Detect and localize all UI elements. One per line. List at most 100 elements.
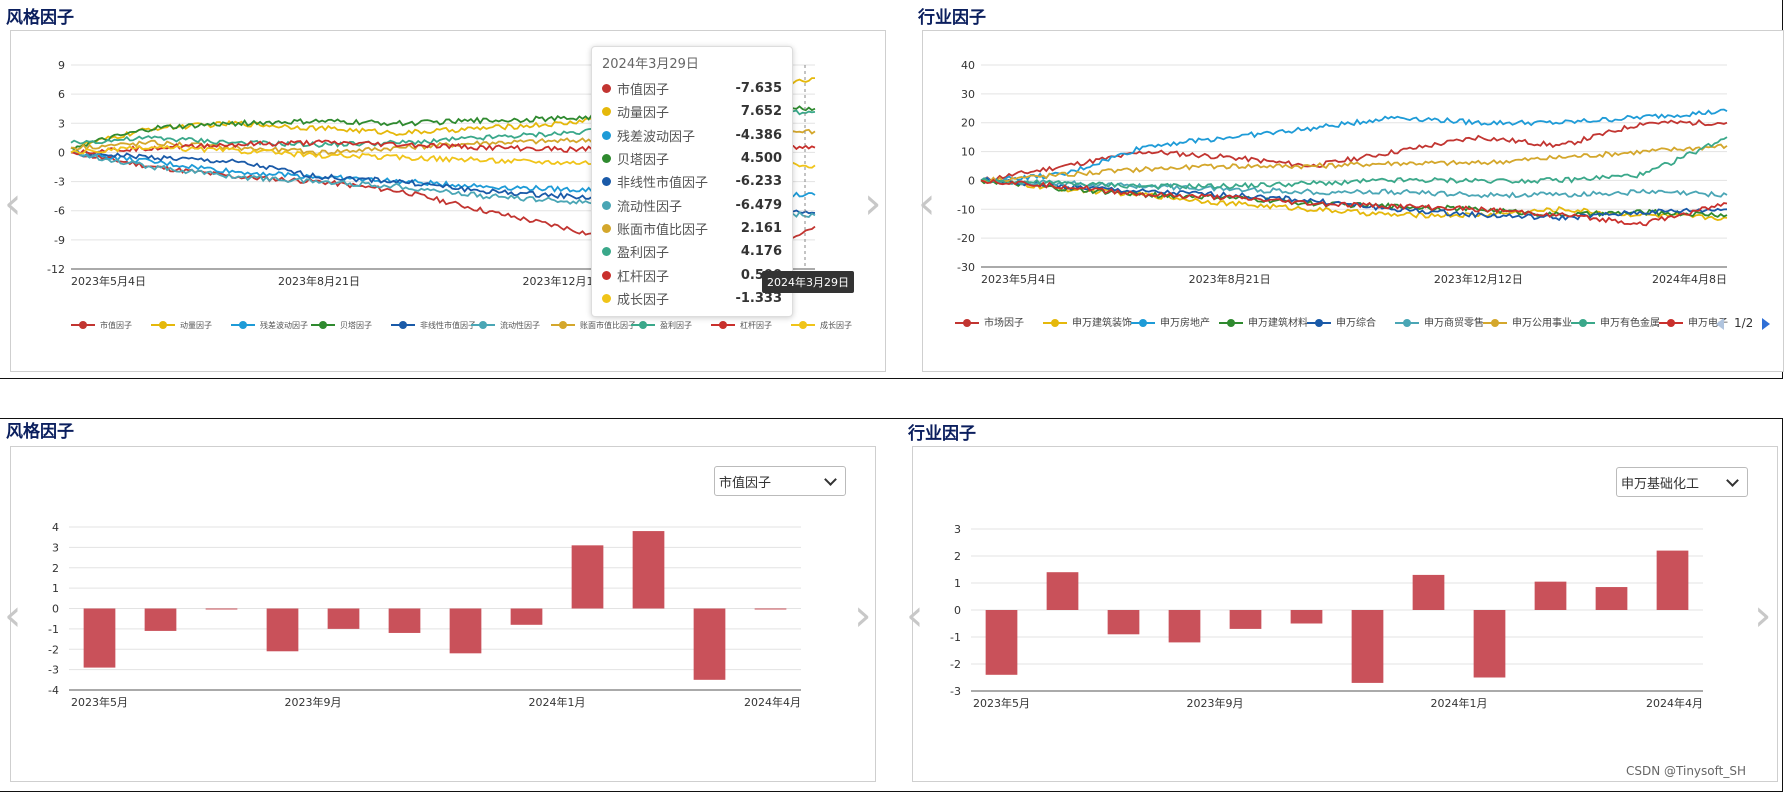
legend-marker-icon	[639, 321, 647, 329]
tooltip-row: 非线性市值因子 -6.233	[602, 170, 782, 193]
tooltip-series-value: 4.500	[740, 151, 782, 167]
tooltip-series-value: -6.479	[735, 197, 782, 213]
y-tick-label: -3	[950, 685, 961, 698]
bar	[1168, 610, 1201, 643]
y-tick-label: 30	[961, 88, 975, 101]
y-tick-label: -20	[957, 232, 975, 245]
chevron-down-icon	[1726, 473, 1739, 487]
legend-item-label: 杠杆因子	[740, 320, 772, 330]
tooltip-date: 2024年3月29日	[602, 57, 699, 72]
y-tick-label: 9	[58, 59, 65, 72]
bar	[1229, 610, 1262, 629]
x-tick-label: 2024年4月	[1646, 696, 1703, 710]
legend-marker-icon	[1227, 319, 1235, 327]
tooltip-series-value: -4.386	[735, 127, 782, 143]
legend-item-label: 贝塔因子	[340, 320, 372, 330]
legend-next-icon[interactable]	[1762, 318, 1770, 330]
prev-arrow-icon[interactable]: ‹	[4, 590, 22, 641]
legend-item-label: 成长因子	[820, 320, 852, 330]
legend-item-label: 申万建筑装饰	[1072, 316, 1132, 329]
bar	[985, 610, 1018, 675]
tooltip-row: 市值因子 -7.635	[602, 77, 782, 100]
style-factor-title-bottom: 风格因子	[6, 422, 74, 442]
legend-prev-icon[interactable]	[1716, 318, 1724, 330]
y-tick-label: 1	[52, 582, 59, 595]
tooltip-row: 盈利因子 4.176	[602, 240, 782, 263]
tooltip-series-name: 成长因子	[617, 292, 670, 308]
next-arrow-icon[interactable]: ›	[1754, 590, 1772, 641]
x-tick-label: 2023年9月	[1187, 696, 1244, 710]
series-line	[980, 118, 1728, 182]
watermark: CSDN @Tinysoft_SH	[1626, 764, 1746, 778]
x-tick-label: 2023年8月21日	[1189, 272, 1271, 286]
tooltip-row: 账面市值比因子 2.161	[602, 217, 782, 240]
x-tick-label: 2024年1月	[1431, 696, 1488, 710]
bar	[1473, 610, 1506, 678]
bar	[510, 608, 543, 625]
y-tick-label: -3	[48, 664, 59, 677]
x-tick-label: 2023年8月21日	[278, 274, 360, 288]
style-factor-bar-chart: 4 3 2 1 0 -1 -2 -3 -4 2023年5月 2023年9月 2024年1月 2024年4…	[48, 521, 801, 709]
y-tick-label: 0	[968, 174, 975, 187]
x-tick-label: 2023年12月12日	[1434, 272, 1523, 286]
industry-factor-title-top: 行业因子	[918, 8, 986, 28]
bar	[1107, 610, 1140, 635]
tooltip-series-value: -7.635	[735, 81, 782, 97]
bar	[1595, 587, 1628, 610]
legend-item-label: 流动性因子	[500, 320, 540, 330]
legend-marker-icon	[399, 321, 407, 329]
style-factor-select[interactable]: 市值因子	[714, 466, 846, 496]
series-line	[980, 177, 1728, 222]
legend-dot-icon	[602, 84, 611, 94]
tooltip-series-name: 贝塔因子	[617, 153, 670, 169]
bar	[266, 608, 299, 652]
y-tick-label: 2	[954, 550, 961, 563]
prev-arrow-icon[interactable]: ‹	[918, 178, 936, 229]
legend-item-label: 申万商贸零售	[1424, 316, 1484, 329]
legend-marker-icon	[799, 321, 807, 329]
bar	[449, 608, 482, 654]
y-tick-label: -1	[950, 631, 961, 644]
bar	[1290, 610, 1323, 624]
legend-item-label: 动量因子	[180, 320, 212, 330]
legend-item-label: 申万建筑材料	[1248, 316, 1308, 329]
tooltip-series-value: -1.333	[735, 290, 782, 306]
industry-factor-select[interactable]: 申万基础化工	[1616, 467, 1748, 497]
tooltip-row: 成长因子 -1.333	[602, 287, 782, 310]
legend-dot-icon	[602, 177, 611, 187]
style-factor-bar-card: 4 3 2 1 0 -1 -2 -3 -4 2023年5月 2023年9月 2024年1月 2024年4…	[10, 446, 876, 782]
legend-dot-icon	[602, 247, 611, 257]
tooltip-series-name: 盈利因子	[617, 246, 670, 262]
next-arrow-icon[interactable]: ›	[864, 178, 882, 229]
y-tick-label: -3	[54, 176, 65, 189]
legend-item-label: 市值因子	[100, 320, 132, 330]
legend-marker-icon	[559, 321, 567, 329]
y-tick-label: -30	[957, 261, 975, 274]
bar	[1412, 574, 1445, 610]
legend-marker-icon	[1315, 319, 1323, 327]
industry-factor-line-chart: 40 30 20 10 0 -10 -20 -30 2023年5月4日 2023年8月21日 202…	[955, 59, 1728, 329]
y-tick-label: -6	[54, 205, 65, 218]
bar	[693, 608, 726, 680]
series-line	[980, 143, 1728, 184]
legend-item-label: 市场因子	[984, 316, 1024, 329]
legend-marker-icon	[1139, 319, 1147, 327]
y-tick-label: -1	[48, 623, 59, 636]
style-factor-title-top: 风格因子	[6, 8, 74, 28]
bar	[327, 608, 360, 629]
legend-item-label: 账面市值比因子	[580, 320, 636, 330]
prev-arrow-icon[interactable]: ‹	[906, 590, 924, 641]
x-tick-label: 2023年5月	[973, 696, 1030, 710]
legend-marker-icon	[239, 321, 247, 329]
tooltip-series-name: 账面市值比因子	[617, 222, 709, 238]
tooltip-series-value: 4.176	[740, 244, 782, 260]
next-arrow-icon[interactable]: ›	[854, 590, 872, 641]
legend-item-label: 申万综合	[1336, 316, 1376, 329]
prev-arrow-icon[interactable]: ‹	[4, 178, 22, 229]
y-tick-label: 6	[58, 88, 65, 101]
tooltip-series-name: 杠杆因子	[617, 269, 670, 285]
legend-marker-icon	[1491, 319, 1499, 327]
y-tick-label: 20	[961, 117, 975, 130]
legend-item-label: 盈利因子	[660, 320, 692, 330]
legend-marker-icon	[79, 321, 87, 329]
